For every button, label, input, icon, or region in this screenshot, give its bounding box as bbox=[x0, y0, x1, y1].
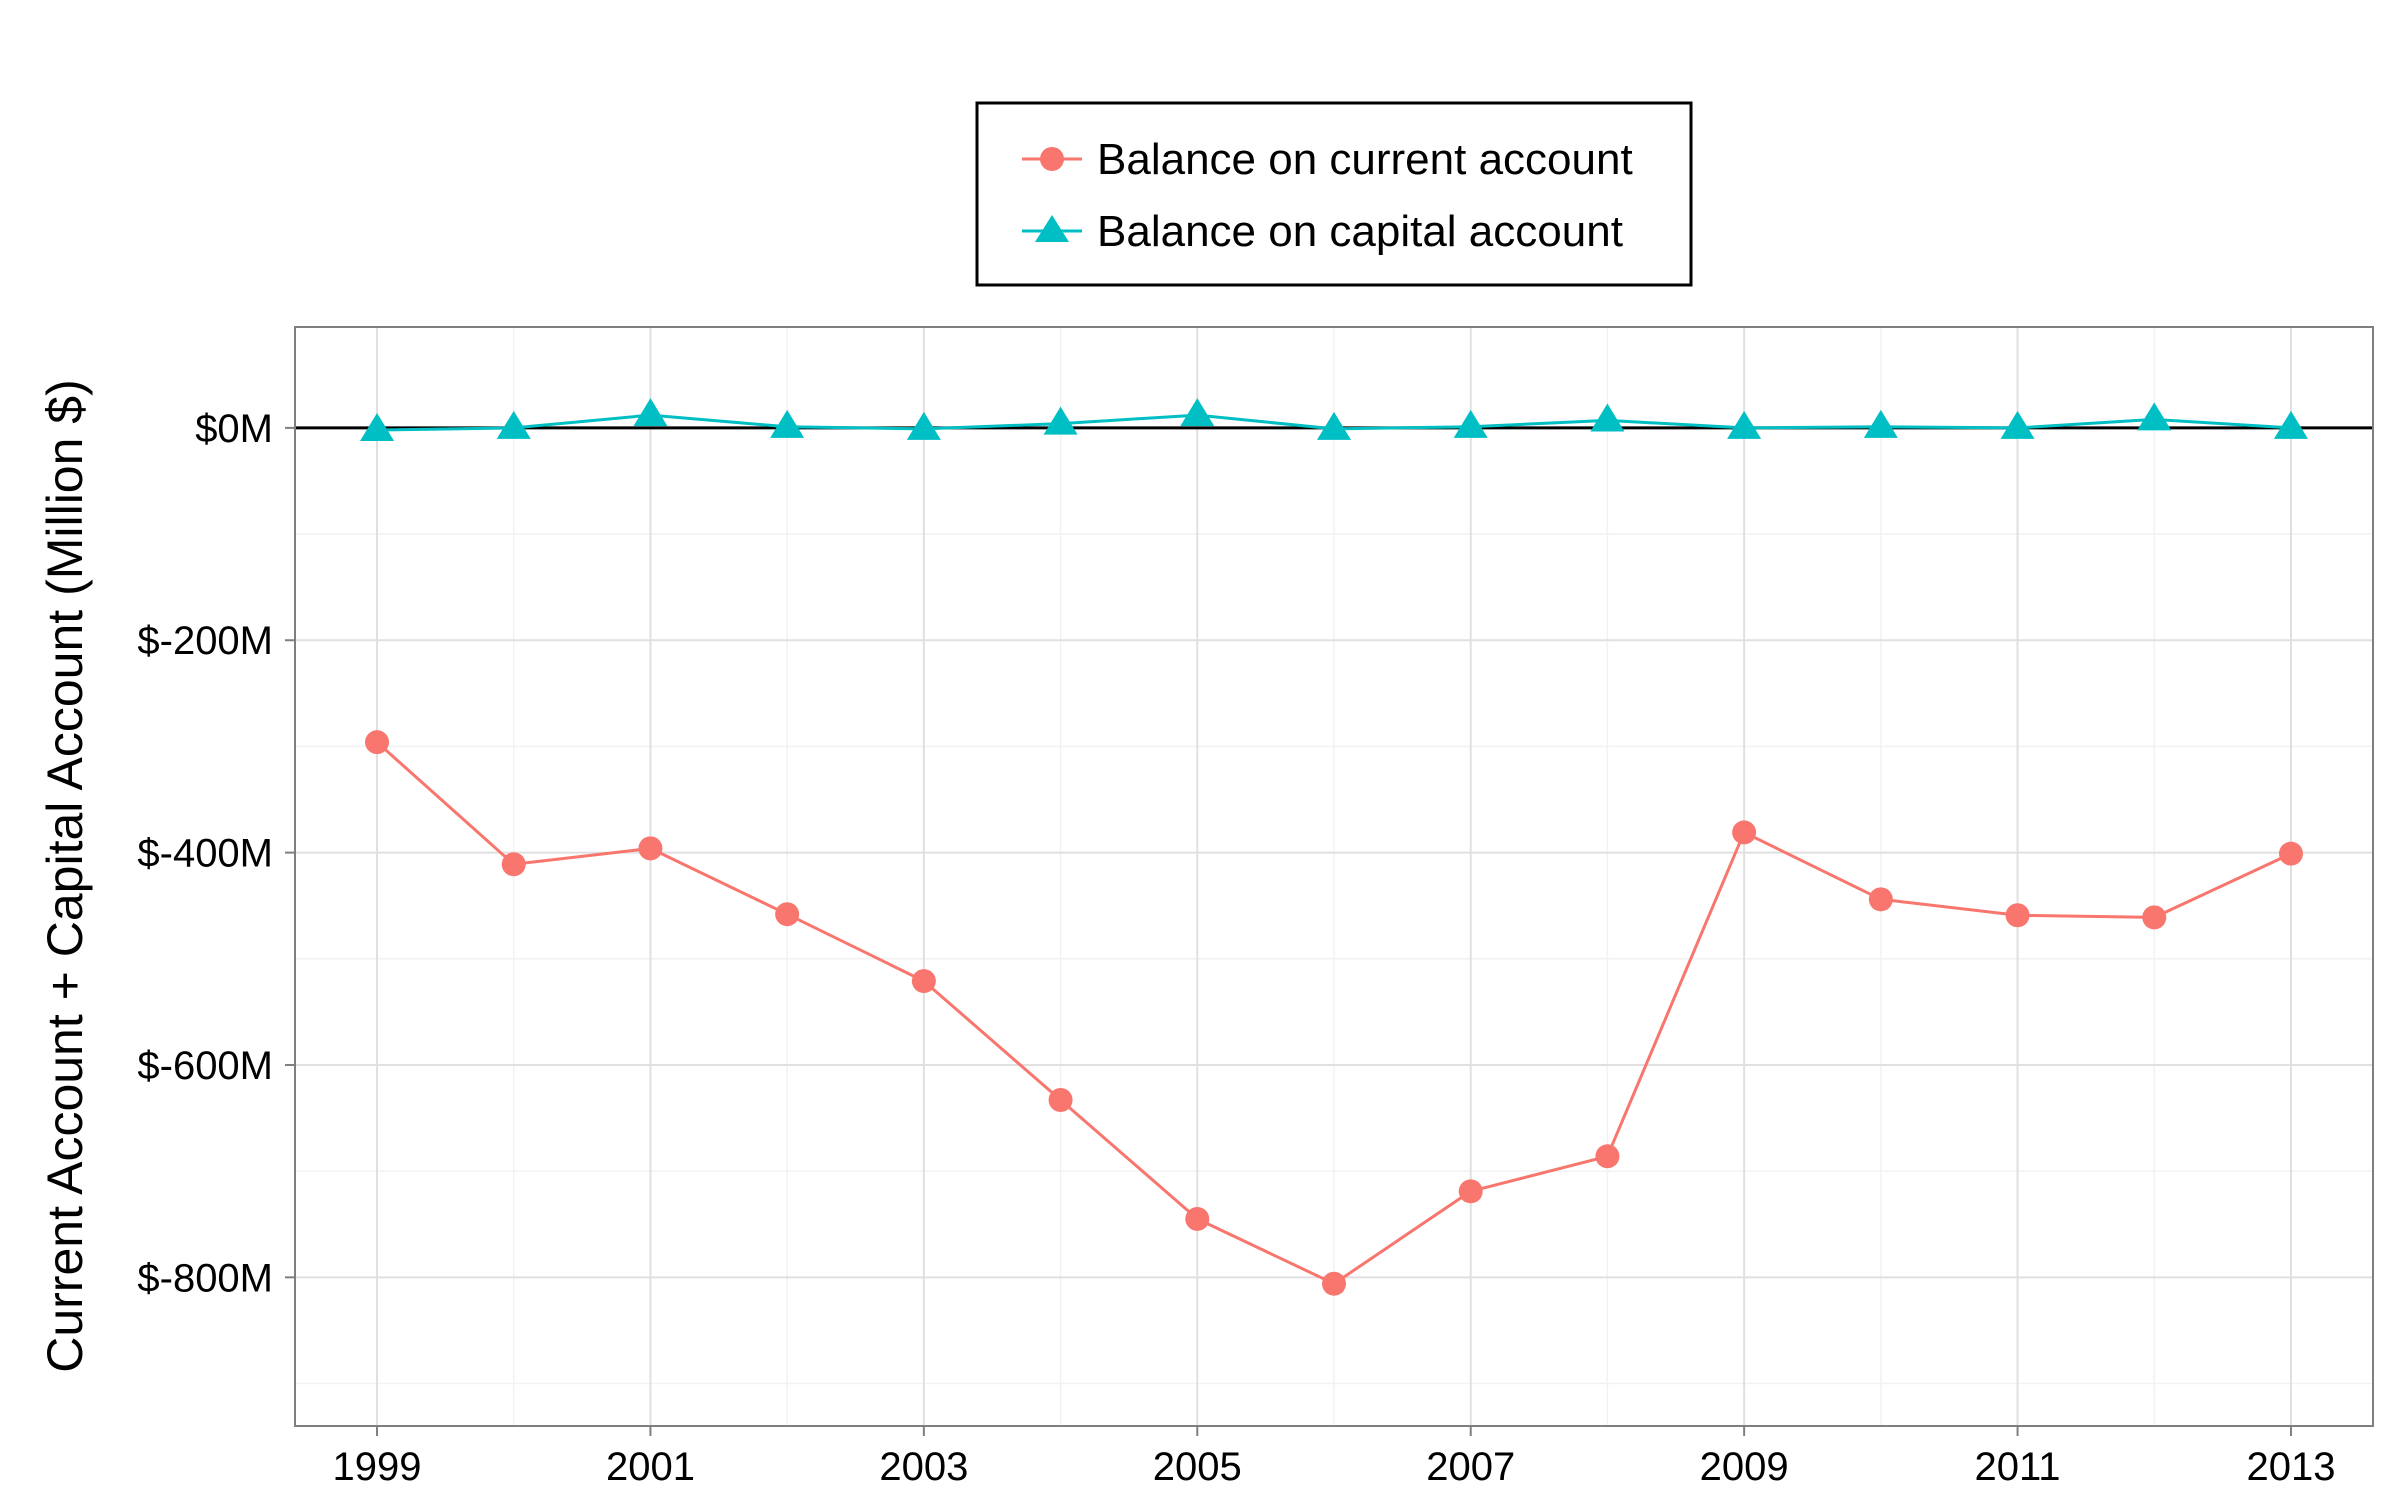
plot-panel bbox=[294, 326, 2374, 1427]
data-point-current-account bbox=[365, 730, 390, 755]
data-point-capital-account bbox=[1863, 409, 1898, 438]
data-point-capital-account bbox=[1727, 410, 1762, 439]
legend-box bbox=[975, 101, 1693, 287]
data-point-capital-account bbox=[633, 398, 668, 427]
data-point-current-account bbox=[2278, 841, 2303, 866]
data-point-current-account bbox=[2005, 903, 2030, 928]
data-point-capital-account bbox=[2000, 410, 2035, 439]
x-tick-label: 2003 bbox=[879, 1445, 968, 1489]
y-axis: $0M $-200M $-400M $-600M $-800M bbox=[137, 407, 295, 1300]
data-point-current-account bbox=[775, 902, 800, 927]
y-tick-label: $-200M bbox=[137, 619, 273, 663]
legend-triangle-icon bbox=[1035, 215, 1069, 242]
data-point-capital-account bbox=[1453, 409, 1488, 438]
y-tick-label: $-400M bbox=[137, 832, 273, 876]
y-tick-label: $-800M bbox=[137, 1256, 273, 1300]
data-point-current-account bbox=[911, 969, 936, 994]
data-point-capital-account bbox=[360, 412, 395, 441]
panel-border bbox=[294, 326, 2374, 1427]
data-point-current-account bbox=[1458, 1179, 1483, 1204]
legend-circle-icon bbox=[1040, 147, 1064, 171]
legend-label-capital-account: Balance on capital account bbox=[1097, 207, 1623, 256]
y-tick-label: $0M bbox=[195, 407, 273, 451]
x-tick-label: 2011 bbox=[1975, 1445, 2061, 1489]
data-point-current-account bbox=[2142, 905, 2167, 930]
data-point-capital-account bbox=[496, 410, 531, 439]
data-point-current-account bbox=[1322, 1271, 1346, 1296]
x-tick-label: 2005 bbox=[1153, 1445, 1242, 1489]
series-layer bbox=[360, 398, 2308, 1296]
x-tick-label: 2009 bbox=[1700, 1445, 1789, 1489]
data-point-capital-account bbox=[1317, 411, 1351, 440]
data-point-current-account bbox=[1732, 820, 1757, 845]
data-point-current-account bbox=[638, 836, 663, 861]
x-tick-label: 2001 bbox=[606, 1445, 695, 1489]
data-point-capital-account bbox=[1043, 406, 1078, 435]
data-point-capital-account bbox=[906, 411, 941, 440]
x-axis: 1999 2001 2003 2005 2007 2009 2011 2013 bbox=[333, 1426, 2335, 1489]
data-point-current-account bbox=[1048, 1088, 1073, 1113]
data-point-capital-account bbox=[2137, 402, 2172, 431]
data-point-current-account bbox=[1185, 1206, 1210, 1231]
x-tick-label: 2013 bbox=[2246, 1445, 2335, 1489]
data-point-capital-account bbox=[1180, 398, 1215, 427]
y-axis-title: Current Account + Capital Account (Milli… bbox=[37, 379, 93, 1373]
data-point-current-account bbox=[1595, 1144, 1620, 1169]
x-tick-label: 2007 bbox=[1426, 1445, 1515, 1489]
minor-gridlines bbox=[295, 327, 2373, 1426]
data-point-capital-account bbox=[2273, 410, 2308, 439]
legend-label-current-account: Balance on current account bbox=[1097, 135, 1633, 184]
x-tick-label: 1999 bbox=[333, 1445, 422, 1489]
data-point-current-account bbox=[1868, 887, 1893, 912]
data-point-current-account bbox=[501, 852, 526, 877]
legend: Balance on current account Balance on ca… bbox=[975, 101, 1693, 287]
y-tick-label: $-600M bbox=[137, 1044, 273, 1088]
data-point-capital-account bbox=[770, 409, 805, 438]
data-point-capital-account bbox=[1590, 403, 1625, 432]
